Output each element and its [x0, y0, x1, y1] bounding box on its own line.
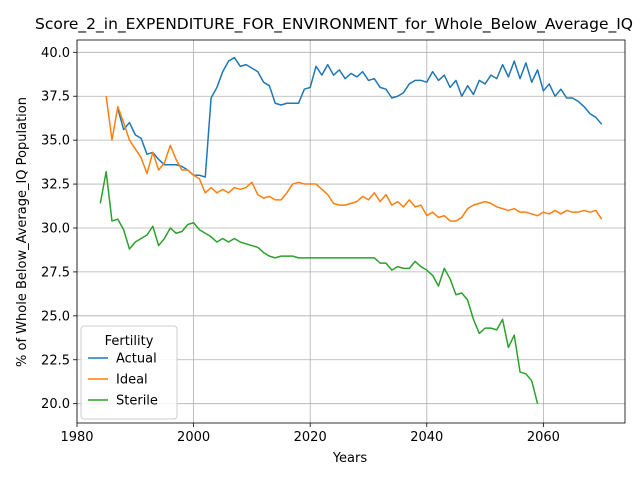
- legend-entries: Actual Ideal Sterile: [88, 352, 158, 409]
- x-tick-label: 2060: [527, 430, 560, 445]
- legend-box: [80, 325, 178, 420]
- series-line-ideal: [105, 96, 603, 222]
- chart-title: Score_2_in_EXPENDITURE_FOR_ENVIRONMENT_f…: [35, 15, 633, 34]
- y-tick-label: 37.5: [41, 90, 70, 105]
- series-line-sterile: [99, 171, 539, 404]
- y-tick-label: 40.0: [41, 46, 70, 61]
- plot-frame: [76, 39, 626, 424]
- series-line-actual: [117, 56, 603, 178]
- y-axis-label: % of Whole Below_Average_IQ Population: [15, 97, 30, 367]
- legend: Fertility Actual Ideal Sterile: [80, 325, 178, 420]
- x-tick-label: 2020: [294, 430, 327, 445]
- y-tick-label: 25.0: [41, 309, 70, 324]
- axis-ticks: 1980 2000 2020 2040 2060 20.0 22.5 25.0 27.5 30.0…: [41, 46, 560, 445]
- y-tick-label: 20.0: [41, 397, 70, 412]
- x-axis-label: Years: [332, 451, 368, 466]
- legend-label-sterile: Sterile: [116, 394, 158, 409]
- legend-label-actual: Actual: [116, 352, 157, 367]
- y-tick-label: 22.5: [41, 353, 70, 368]
- x-tick-label: 2040: [410, 430, 443, 445]
- legend-title: Fertility: [105, 334, 154, 349]
- y-tick-label: 35.0: [41, 134, 70, 149]
- x-tick-label: 2000: [177, 430, 210, 445]
- y-tick-label: 30.0: [41, 221, 70, 236]
- series-layer: [99, 56, 603, 404]
- y-tick-label: 32.5: [41, 178, 70, 193]
- y-tick-label: 27.5: [41, 265, 70, 280]
- legend-label-ideal: Ideal: [116, 373, 148, 388]
- x-tick-label: 1980: [60, 430, 93, 445]
